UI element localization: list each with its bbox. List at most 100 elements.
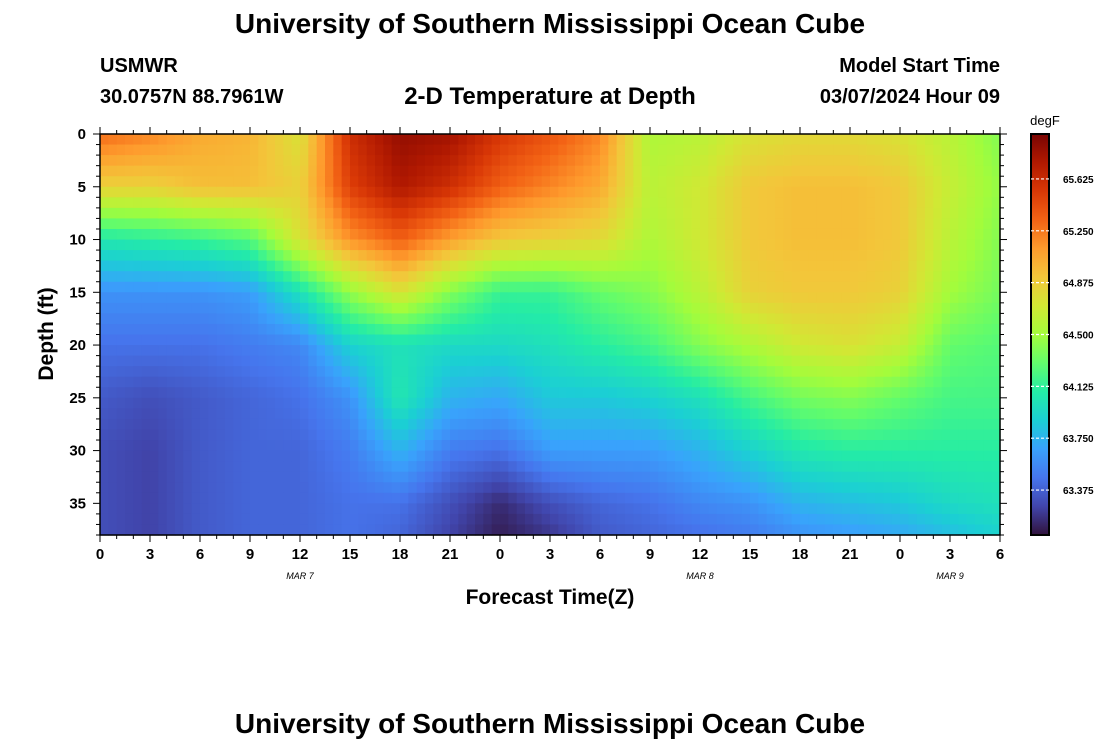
heatmap-cell <box>958 345 968 357</box>
heatmap-cell <box>450 186 459 198</box>
heatmap-cell <box>741 144 751 156</box>
heatmap-cell <box>233 345 243 357</box>
heatmap-cell <box>541 302 551 314</box>
heatmap-cell <box>783 218 793 230</box>
heatmap-cell <box>733 345 743 357</box>
heatmap-cell <box>183 461 193 473</box>
heatmap-cell <box>166 207 176 220</box>
heatmap-cell <box>800 355 809 367</box>
heatmap-cell <box>258 387 268 399</box>
heatmap-cell <box>766 250 776 262</box>
heatmap-cell <box>725 345 734 357</box>
heatmap-cell <box>841 471 851 483</box>
heatmap-cell <box>691 239 701 251</box>
heatmap-cell <box>808 366 818 378</box>
heatmap-cell <box>941 492 951 504</box>
heatmap-cell <box>591 281 601 293</box>
heatmap-cell <box>966 144 976 156</box>
heatmap-cell <box>575 376 584 388</box>
heatmap-cell <box>908 345 918 357</box>
heatmap-cell <box>933 524 943 536</box>
heatmap-cell <box>450 397 459 409</box>
heatmap-cell <box>416 197 426 209</box>
heatmap-cell <box>633 492 643 504</box>
heatmap-cell <box>866 471 876 483</box>
heatmap-cell <box>708 271 718 283</box>
heatmap-cell <box>150 397 159 409</box>
heatmap-cell <box>458 345 468 357</box>
heatmap-cell <box>425 492 434 504</box>
heatmap-cell <box>791 345 801 357</box>
heatmap-cell <box>850 492 859 504</box>
heatmap-cell <box>508 302 518 314</box>
heatmap-cell <box>341 323 351 336</box>
heatmap-cell <box>783 345 793 357</box>
heatmap-cell <box>958 334 968 346</box>
heatmap-cell <box>158 355 168 367</box>
heatmap-cell <box>808 218 818 230</box>
heatmap-cell <box>533 408 543 420</box>
heatmap-cell <box>758 524 768 536</box>
heatmap-cell <box>708 281 718 293</box>
heatmap-cell <box>183 513 193 526</box>
heatmap-cell <box>491 408 501 420</box>
heatmap-cell <box>675 440 684 452</box>
heatmap-cell <box>966 207 976 220</box>
heatmap-cell <box>816 492 826 504</box>
heatmap-cell <box>791 197 801 209</box>
heatmap-cell <box>550 471 559 483</box>
heatmap-cell <box>591 176 601 188</box>
heatmap-cell <box>275 376 284 388</box>
heatmap-cell <box>125 134 134 146</box>
heatmap-cell <box>208 345 218 357</box>
heatmap-cell <box>841 355 851 367</box>
heatmap-cell <box>908 292 918 304</box>
heatmap-cell <box>241 397 251 409</box>
heatmap-cell <box>741 440 751 452</box>
heatmap-cell <box>166 450 176 462</box>
heatmap-cell <box>241 302 251 314</box>
heatmap-cell <box>808 155 818 167</box>
heatmap-cell <box>891 292 901 304</box>
heatmap-cell <box>791 323 801 336</box>
heatmap-cell <box>108 207 118 220</box>
heatmap-cell <box>625 271 634 283</box>
heatmap-cell <box>183 228 193 241</box>
heatmap-cell <box>758 271 768 283</box>
heatmap-cell <box>500 134 509 146</box>
heatmap-cell <box>125 250 134 262</box>
heatmap-cell <box>241 471 251 483</box>
heatmap-cell <box>116 429 126 441</box>
heatmap-cell <box>141 207 151 220</box>
heatmap-cell <box>783 461 793 473</box>
heatmap-cell <box>108 450 118 462</box>
heatmap-cell <box>858 440 868 452</box>
heatmap-cell <box>483 197 493 209</box>
heatmap-cell <box>225 418 234 431</box>
heatmap-cell <box>741 165 751 177</box>
heatmap-cell <box>525 176 534 188</box>
heatmap-cell <box>566 334 576 346</box>
heatmap-cell <box>625 387 634 399</box>
heatmap-cell <box>550 429 559 441</box>
heatmap-cell <box>825 197 834 209</box>
heatmap-cell <box>775 334 784 346</box>
heatmap-cell <box>700 260 709 272</box>
heatmap-cell <box>450 165 459 177</box>
heatmap-cell <box>825 218 834 230</box>
heatmap-cell <box>491 418 501 431</box>
heatmap-cell <box>933 186 943 198</box>
heatmap-cell <box>233 408 243 420</box>
heatmap-cell <box>566 524 576 536</box>
heatmap-cell <box>841 503 851 515</box>
heatmap-cell <box>750 292 759 304</box>
model-start-value: 03/07/2024 Hour 09 <box>819 86 1000 108</box>
heatmap-cell <box>600 197 609 209</box>
heatmap-cell <box>133 471 143 483</box>
heatmap-cell <box>291 250 301 262</box>
heatmap-cell <box>300 524 309 536</box>
heatmap-cell <box>150 260 159 272</box>
heatmap-cell <box>591 218 601 230</box>
heatmap-cell <box>750 471 759 483</box>
heatmap-cell <box>900 250 909 262</box>
